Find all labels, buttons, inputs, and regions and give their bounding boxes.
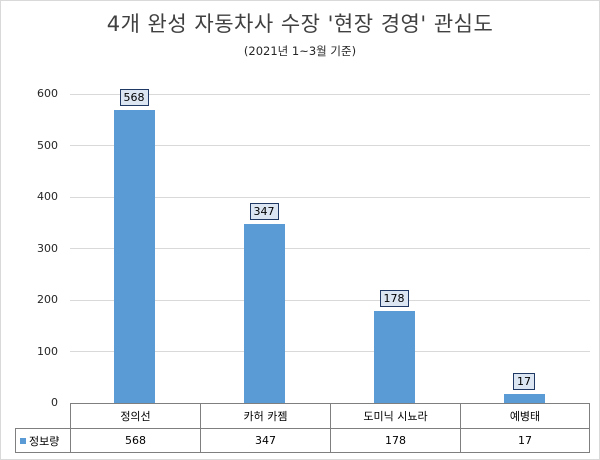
table-header-cell: 카허 카젬 [200, 403, 331, 429]
y-tick: 400 [37, 190, 58, 203]
gridline [70, 248, 590, 249]
chart-subtitle: (2021년 1~3월 기준) [243, 44, 357, 58]
plot-area: 568 347 178 17 [70, 89, 590, 403]
y-tick: 0 [51, 396, 58, 409]
y-tick: 200 [37, 293, 58, 306]
legend-series-label: 정보량 [15, 428, 71, 453]
y-tick: 100 [37, 345, 58, 358]
data-table: 정의선 카허 카젬 도미닉 시뇨라 예병태 정보량 568 347 178 17 [15, 403, 590, 453]
gridline [70, 197, 590, 198]
y-tick: 500 [37, 139, 58, 152]
y-tick: 600 [37, 87, 58, 100]
data-label: 17 [513, 373, 535, 391]
data-label: 347 [249, 203, 279, 221]
data-label: 178 [379, 290, 409, 308]
bar [113, 110, 155, 403]
table-value-cell: 178 [330, 428, 461, 453]
data-label: 568 [119, 89, 149, 107]
table-header-cell: 정의선 [70, 403, 201, 429]
table-header-cell: 예병태 [460, 403, 590, 429]
bar [243, 224, 285, 403]
series-name: 정보량 [29, 434, 60, 448]
gridline [70, 94, 590, 95]
gridline [70, 351, 590, 352]
table-value-cell: 568 [70, 428, 201, 453]
bar [373, 311, 415, 403]
table-value-cell: 347 [200, 428, 331, 453]
gridline [70, 300, 590, 301]
gridline [70, 145, 590, 146]
table-value-cell: 17 [460, 428, 590, 453]
bar [503, 394, 545, 403]
legend-square-icon [20, 437, 26, 444]
y-tick: 300 [37, 242, 58, 255]
table-header-cell: 도미닉 시뇨라 [330, 403, 461, 429]
chart-title: 4개 완성 자동차사 수장 '현장 경영' 관심도 [106, 12, 494, 36]
